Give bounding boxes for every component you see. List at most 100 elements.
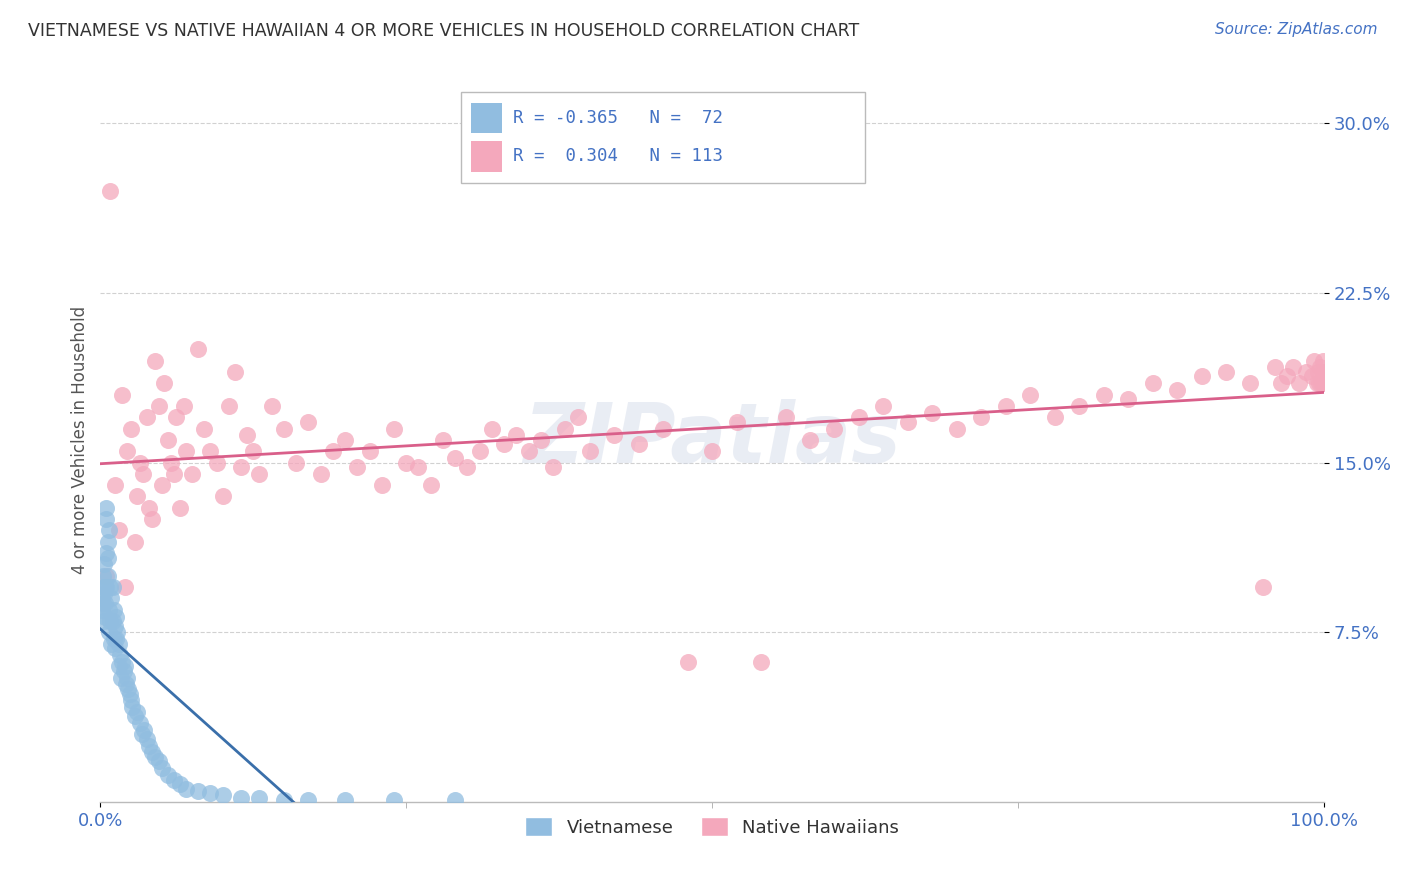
Point [96,568,118,582]
Point [107,524,129,538]
Point [94,580,117,594]
Point [273,793,295,807]
Point [141,512,163,526]
Point [1308,376,1330,391]
Point [1312,353,1334,368]
Point [260,399,283,413]
Point [124,534,146,549]
Point [1312,369,1334,384]
Point [105,609,128,624]
Point [121,700,143,714]
Point [395,456,418,470]
Point [165,410,187,425]
Point [1312,376,1334,391]
Point [97,568,120,582]
Point [1310,376,1333,391]
Point [135,731,157,746]
Y-axis label: 4 or more Vehicles in Household: 4 or more Vehicles in Household [72,306,89,574]
Point [148,399,170,413]
Point [541,460,564,475]
Point [128,456,150,470]
Point [1277,369,1299,384]
Legend: Vietnamese, Native Hawaiians: Vietnamese, Native Hawaiians [517,810,907,844]
Point [97,625,120,640]
Point [1303,353,1326,368]
Point [1239,376,1261,391]
Point [1306,365,1329,379]
Point [104,478,127,492]
Point [205,456,228,470]
Point [104,618,127,632]
Point [481,421,503,435]
Point [117,681,139,696]
Point [211,789,233,803]
Point [309,467,332,481]
Point [98,580,121,594]
Point [93,614,115,628]
Point [333,793,356,807]
Point [297,415,319,429]
Point [799,433,821,447]
Point [249,467,271,481]
Point [117,444,139,458]
Point [578,444,600,458]
Point [187,784,209,798]
Point [93,558,115,572]
Point [603,428,626,442]
Point [1270,376,1292,391]
Point [1092,387,1115,401]
Point [444,793,467,807]
Text: R =  0.304   N = 113: R = 0.304 N = 113 [513,147,723,165]
Point [229,460,252,475]
Text: Source: ZipAtlas.com: Source: ZipAtlas.com [1215,22,1378,37]
Point [1215,365,1237,379]
Point [1295,365,1317,379]
Point [98,184,121,198]
Point [135,410,157,425]
Point [107,625,129,640]
Point [107,637,129,651]
Point [156,768,179,782]
Point [1166,383,1188,397]
Point [408,460,430,475]
Point [153,376,176,391]
Point [676,655,699,669]
Point [652,421,675,435]
Point [346,460,368,475]
FancyBboxPatch shape [471,103,502,133]
Point [444,450,467,465]
Point [530,433,553,447]
Point [94,596,117,610]
Point [96,500,118,515]
Point [505,428,527,442]
Point [921,406,943,420]
Point [145,353,167,368]
Point [1309,360,1331,375]
Point [104,641,127,656]
Point [1305,376,1327,391]
Point [273,421,295,435]
Point [145,750,167,764]
Point [218,399,240,413]
Point [494,437,516,451]
Point [181,467,204,481]
Point [1191,369,1213,384]
Point [249,790,271,805]
Point [101,580,124,594]
Point [200,444,222,458]
Point [994,399,1017,413]
Point [97,534,120,549]
Point [1282,360,1305,375]
Point [100,637,122,651]
Point [1264,360,1286,375]
Point [1142,376,1164,391]
Point [382,793,405,807]
Point [1312,365,1334,379]
Point [90,603,112,617]
Point [1043,410,1066,425]
Point [103,632,125,647]
FancyBboxPatch shape [471,141,502,171]
Point [1019,387,1042,401]
Point [456,460,478,475]
Point [91,580,114,594]
